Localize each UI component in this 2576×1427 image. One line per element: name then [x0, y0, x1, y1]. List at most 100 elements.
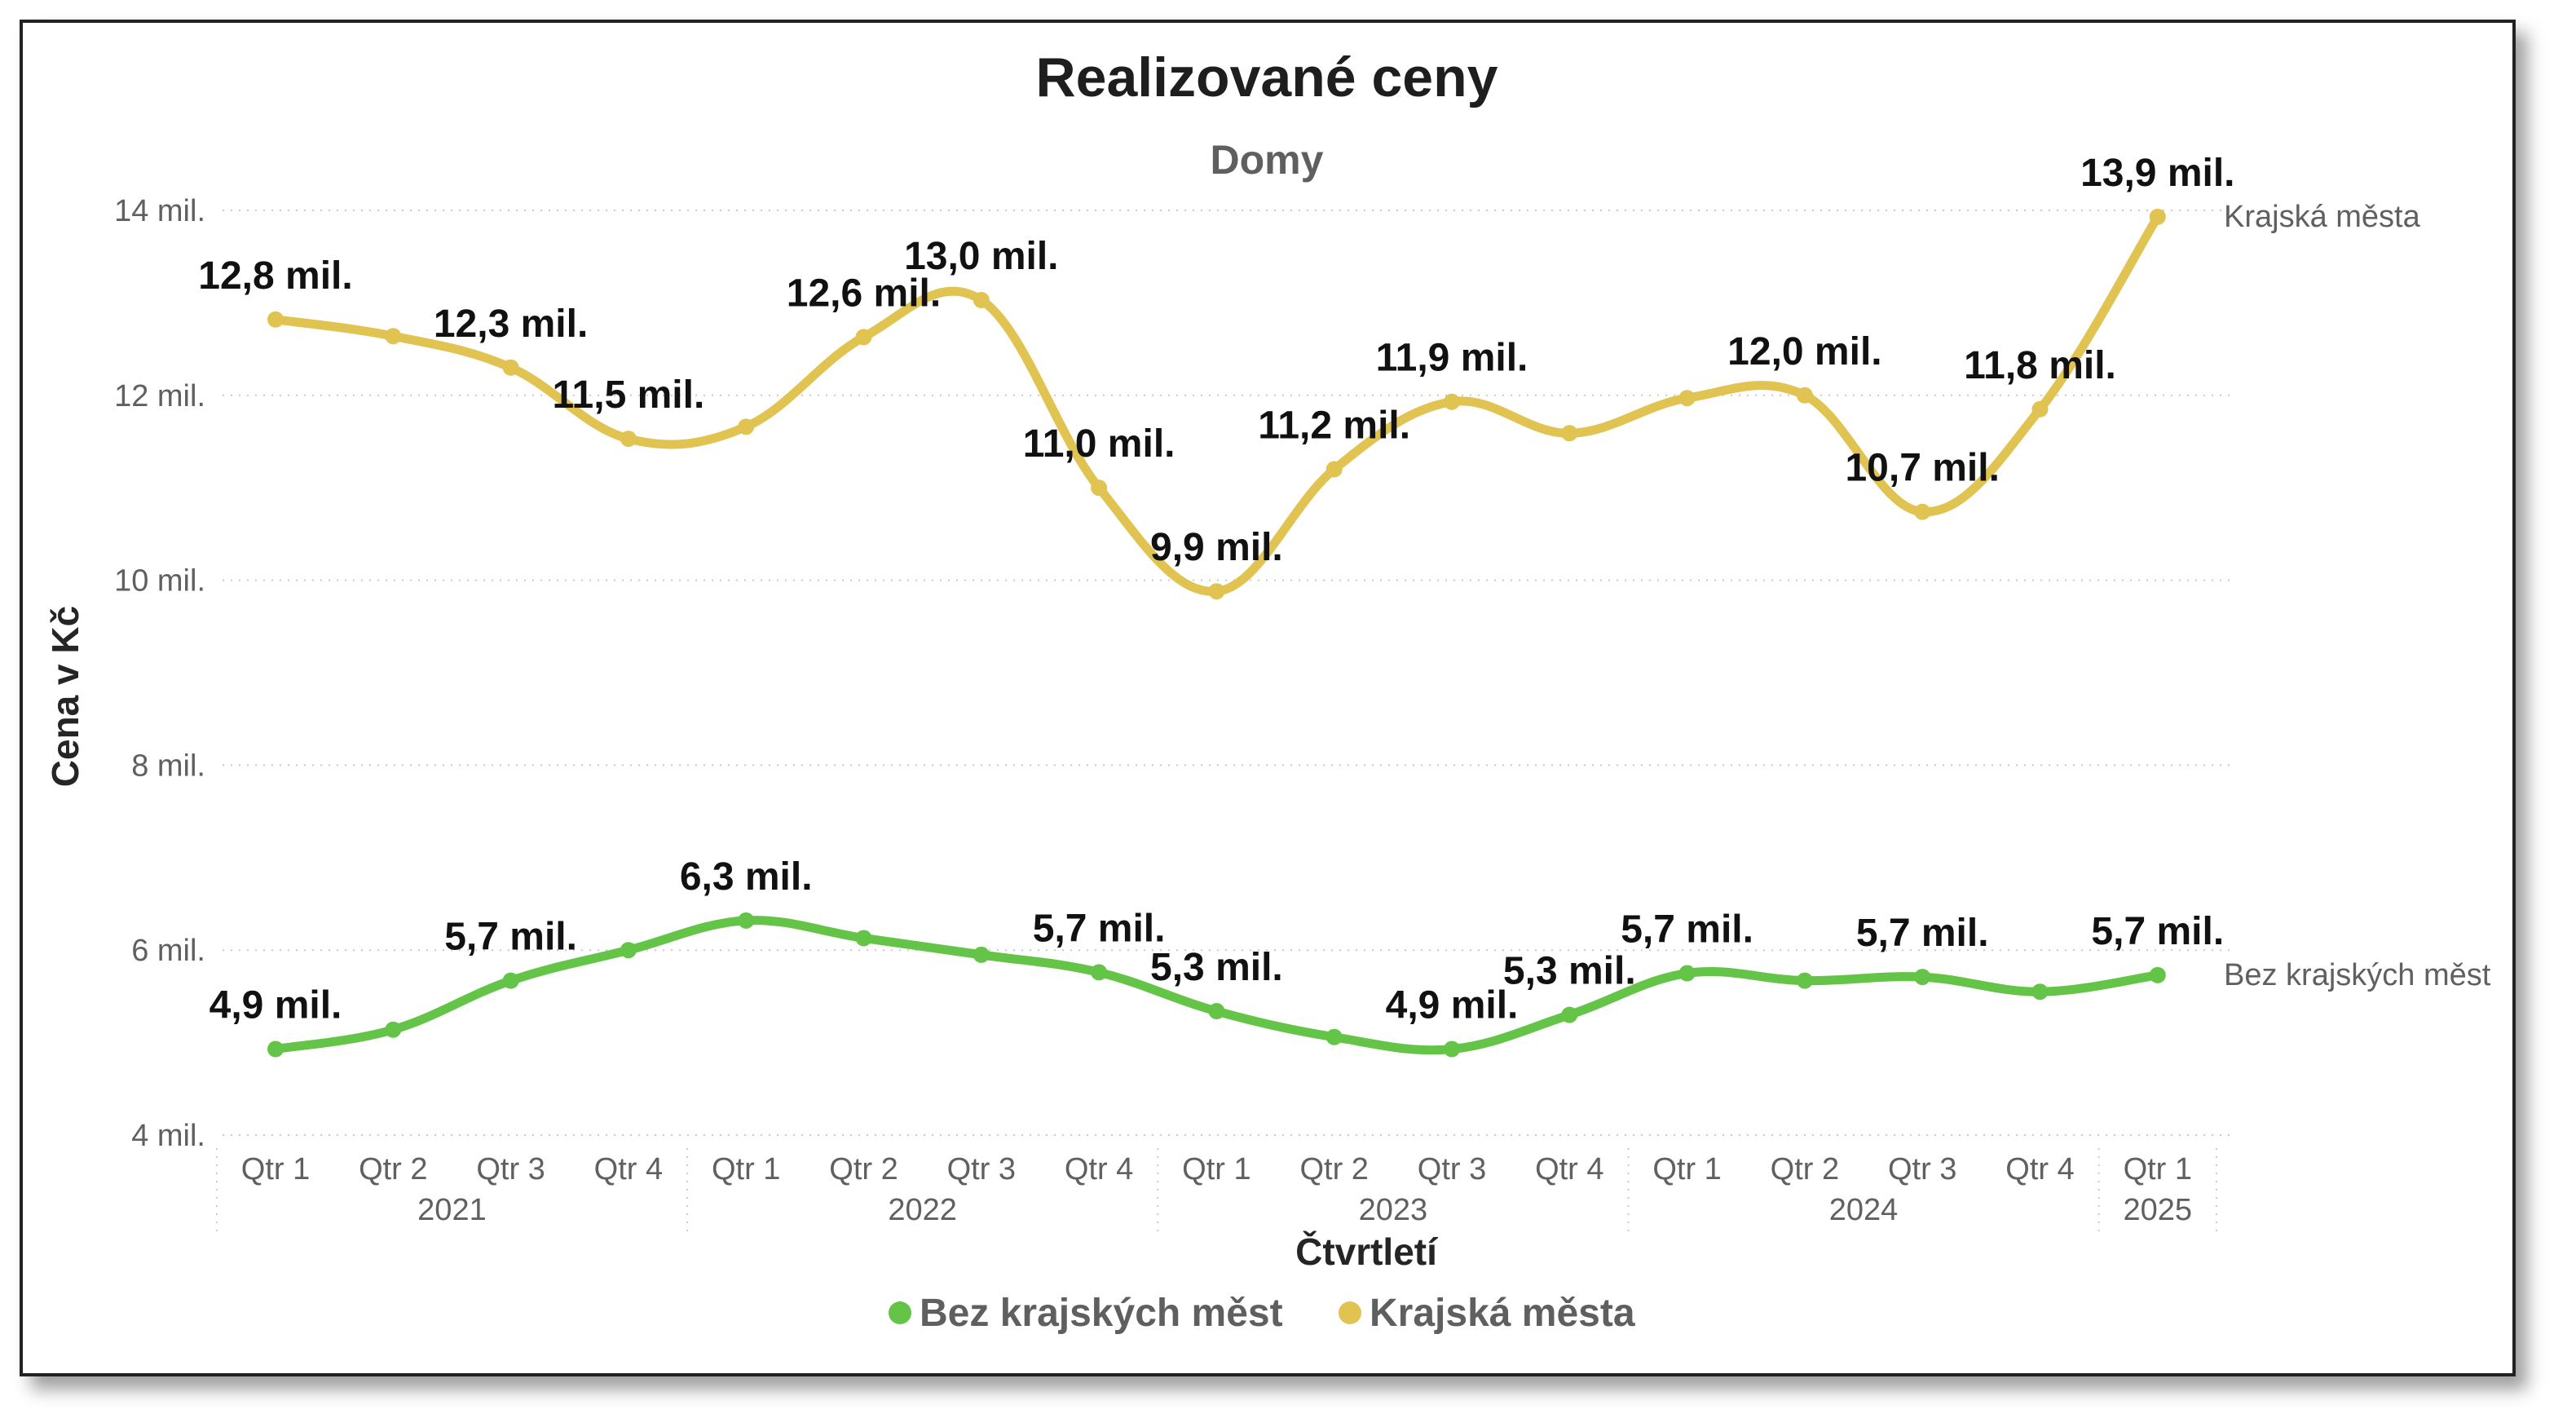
data-point-bez-krajskych-mest[interactable]: [1325, 1028, 1343, 1045]
legend-label: Krajská města: [1370, 1292, 1635, 1335]
data-point-bez-krajskych-mest[interactable]: [2031, 983, 2049, 1001]
data-point-krajska-mesta[interactable]: [1208, 583, 1225, 600]
x-year-label: 2025: [2124, 1193, 2193, 1227]
x-tick-label: Qtr 4: [1065, 1152, 1133, 1186]
x-axis-title: Čtvrtletí: [1295, 1230, 1439, 1273]
y-tick-label: 4 mil.: [131, 1119, 205, 1153]
data-point-krajska-mesta[interactable]: [502, 359, 519, 376]
data-point-bez-krajskych-mest[interactable]: [1914, 969, 1931, 986]
y-axis: 4 mil. 6 mil. 8 mil. 10 mil. 12 mil. 14 mil.: [114, 194, 205, 1153]
y-tick-label: 10 mil.: [114, 564, 205, 599]
data-label-krajska-mesta: 12,6 mil.: [787, 272, 941, 315]
data-label-bez-krajskych-mest: 5,7 mil.: [1856, 912, 1989, 955]
legend-item-krajska-mesta[interactable]: Krajská města: [1339, 1292, 1635, 1335]
data-point-bez-krajskych-mest[interactable]: [502, 972, 519, 989]
data-label-krajska-mesta: 13,0 mil.: [904, 235, 1058, 278]
x-tick-label: Qtr 3: [476, 1152, 545, 1186]
x-year-label: 2023: [1359, 1193, 1428, 1227]
data-label-bez-krajskych-mest: 6,3 mil.: [680, 855, 813, 899]
data-point-krajska-mesta[interactable]: [738, 418, 755, 435]
data-label-bez-krajskych-mest: 5,3 mil.: [1150, 946, 1283, 989]
x-tick-label: Qtr 3: [1888, 1152, 1956, 1186]
data-label-bez-krajskych-mest: 5,7 mil.: [444, 916, 577, 959]
data-label-bez-krajskych-mest: 4,9 mil.: [210, 984, 342, 1027]
legend: Bez krajských měst Krajská města: [889, 1292, 1635, 1335]
data-label-krajska-mesta: 11,2 mil.: [1258, 404, 1410, 448]
data-point-krajska-mesta[interactable]: [855, 329, 872, 346]
data-label-bez-krajskych-mest: 4,9 mil.: [1386, 984, 1519, 1027]
data-point-krajska-mesta[interactable]: [973, 291, 990, 308]
data-point-bez-krajskych-mest[interactable]: [620, 942, 637, 959]
x-tick-label: Qtr 2: [1771, 1152, 1839, 1186]
data-point-krajska-mesta[interactable]: [1678, 390, 1696, 407]
data-point-krajska-mesta[interactable]: [385, 328, 402, 345]
legend-marker: [1339, 1301, 1361, 1324]
data-point-krajska-mesta[interactable]: [1325, 461, 1343, 478]
data-label-bez-krajskych-mest: 5,3 mil.: [1503, 950, 1636, 993]
data-label-krajska-mesta: 13,9 mil.: [2080, 152, 2234, 195]
x-year-label: 2022: [888, 1193, 957, 1227]
x-tick-label: Qtr 1: [2124, 1152, 2192, 1186]
data-label-krajska-mesta: 12,0 mil.: [1727, 330, 1881, 373]
data-point-bez-krajskych-mest[interactable]: [1796, 972, 1813, 989]
x-tick-label: Qtr 1: [1652, 1152, 1721, 1186]
data-point-krajska-mesta[interactable]: [1796, 387, 1813, 404]
x-tick-label: Qtr 3: [1418, 1152, 1486, 1186]
data-label-krajska-mesta: 11,0 mil.: [1023, 422, 1176, 466]
x-tick-label: Qtr 4: [2005, 1152, 2074, 1186]
legend-marker: [889, 1301, 911, 1324]
data-point-bez-krajskych-mest[interactable]: [973, 946, 990, 963]
x-tick-label: Qtr 1: [712, 1152, 780, 1186]
data-point-bez-krajskych-mest[interactable]: [1678, 965, 1696, 982]
data-point-krajska-mesta[interactable]: [2149, 208, 2166, 225]
data-label-krajska-mesta: 9,9 mil.: [1150, 526, 1283, 569]
data-label-krajska-mesta: 12,3 mil.: [434, 303, 588, 346]
data-point-krajska-mesta[interactable]: [2031, 400, 2049, 417]
end-label-krajska-mesta: Krajská města: [2224, 200, 2421, 234]
data-point-bez-krajskych-mest[interactable]: [738, 912, 755, 929]
x-year-label: 2024: [1829, 1193, 1899, 1227]
data-point-bez-krajskych-mest[interactable]: [1208, 1003, 1225, 1020]
y-tick-label: 6 mil.: [131, 934, 205, 968]
series: [267, 208, 2166, 1058]
data-point-bez-krajskych-mest[interactable]: [855, 930, 872, 947]
data-point-krajska-mesta[interactable]: [620, 431, 637, 448]
data-label-bez-krajskych-mest: 5,7 mil.: [1621, 908, 1753, 952]
data-point-krajska-mesta[interactable]: [1091, 479, 1108, 497]
data-point-bez-krajskych-mest[interactable]: [1091, 964, 1108, 981]
data-label-krajska-mesta: 10,7 mil.: [1845, 447, 1999, 490]
data-point-bez-krajskych-mest[interactable]: [267, 1040, 284, 1058]
y-axis-title: Cena v Kč: [44, 606, 86, 787]
x-year-label: 2021: [417, 1193, 487, 1227]
data-point-bez-krajskych-mest[interactable]: [1444, 1040, 1460, 1058]
data-label-bez-krajskych-mest: 5,7 mil.: [1033, 907, 1166, 950]
data-label-krajska-mesta: 11,5 mil.: [553, 373, 705, 417]
data-label-krajska-mesta: 11,9 mil.: [1376, 337, 1528, 380]
gridlines: [223, 210, 2234, 1136]
line-chart: Realizované ceny Domy 4 mil. 6 mil. 8 mil.…: [44, 46, 2491, 1335]
data-point-krajska-mesta[interactable]: [1444, 393, 1460, 410]
data-point-krajska-mesta[interactable]: [267, 311, 284, 328]
legend-item-bez-krajskych-mest[interactable]: Bez krajských měst: [889, 1292, 1283, 1335]
data-label-bez-krajskych-mest: 5,7 mil.: [2091, 910, 2224, 953]
data-point-krajska-mesta[interactable]: [1914, 503, 1931, 520]
chart-subtitle: Domy: [1211, 137, 1324, 183]
y-tick-label: 14 mil.: [114, 194, 205, 228]
chart-frame: Realizované ceny Domy 4 mil. 6 mil. 8 mil.…: [20, 20, 2516, 1376]
x-axis: Qtr 1 Qtr 2 Qtr 3 Qtr 4 Qtr 1 Qtr 2 Qtr 3 Qtr 4…: [215, 1148, 2217, 1236]
data-point-bez-krajskych-mest[interactable]: [385, 1021, 402, 1038]
data-point-krajska-mesta[interactable]: [1561, 425, 1578, 442]
data-label-krajska-mesta: 11,8 mil.: [1964, 344, 2116, 387]
chart-title: Realizované ceny: [1036, 46, 1498, 108]
x-tick-label: Qtr 1: [241, 1152, 310, 1186]
data-labels: 12,8 mil. 12,3 mil. 11,5 mil. 12,6 mil.13,0…: [198, 152, 2490, 1027]
x-tick-label: Qtr 2: [829, 1152, 898, 1186]
data-label-krajska-mesta: 12,8 mil.: [198, 254, 352, 298]
x-tick-label: Qtr 1: [1182, 1152, 1251, 1186]
y-tick-label: 8 mil.: [131, 749, 205, 783]
data-point-bez-krajskych-mest[interactable]: [2149, 966, 2166, 983]
y-tick-label: 12 mil.: [114, 379, 205, 413]
data-point-bez-krajskych-mest[interactable]: [1561, 1006, 1578, 1023]
x-tick-label: Qtr 2: [1299, 1152, 1368, 1186]
legend-label: Bez krajských měst: [920, 1292, 1283, 1335]
